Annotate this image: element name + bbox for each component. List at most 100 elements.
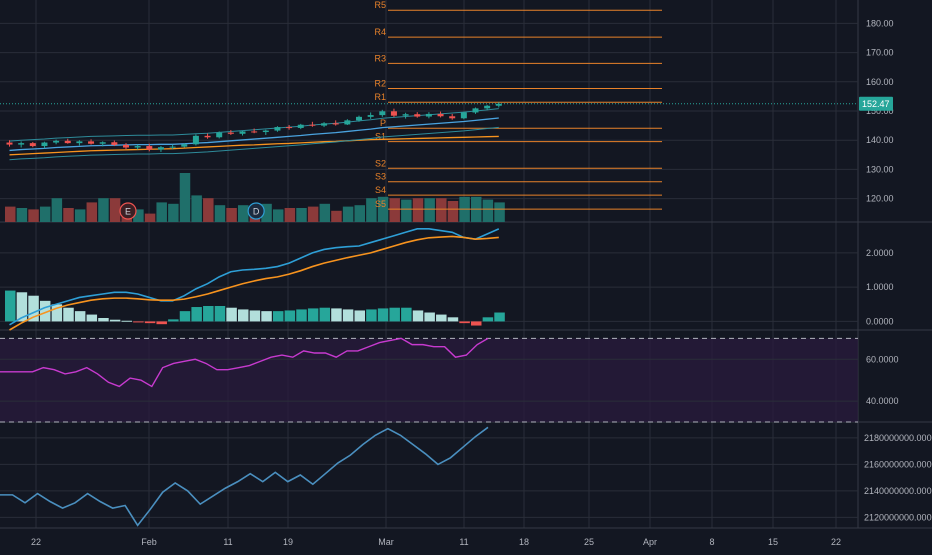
macd-histogram-bar bbox=[51, 304, 63, 322]
x-tick-label: Feb bbox=[141, 537, 157, 547]
volume-bar bbox=[28, 209, 39, 222]
obv-line bbox=[0, 426, 489, 527]
volume-bar bbox=[74, 209, 86, 222]
last-price-badge bbox=[859, 96, 893, 111]
macd-histogram-bar bbox=[5, 290, 16, 322]
macd-histogram-bar bbox=[16, 292, 28, 322]
macd-histogram-bar bbox=[319, 307, 331, 322]
candle-body bbox=[18, 143, 25, 145]
volume-bar bbox=[214, 205, 226, 222]
volume-bar bbox=[331, 210, 342, 222]
volume-bar bbox=[424, 198, 435, 222]
candle-body bbox=[449, 116, 456, 119]
macd-histogram-bar bbox=[121, 320, 132, 322]
candle-body bbox=[157, 147, 164, 150]
candle-body bbox=[356, 116, 362, 121]
volume-bar bbox=[179, 173, 191, 222]
volume-bar bbox=[63, 208, 74, 222]
macd-histogram-bar bbox=[74, 311, 86, 322]
price-tick-label: 150.00 bbox=[866, 106, 894, 116]
macd-tick-label: 2.0000 bbox=[866, 248, 894, 258]
volume-bar bbox=[133, 209, 144, 222]
x-tick-label: 18 bbox=[519, 537, 529, 547]
x-tick-label: 19 bbox=[283, 537, 293, 547]
pivot-label-s2: S2 bbox=[375, 158, 386, 168]
volume-bar bbox=[39, 206, 51, 222]
candle-body bbox=[123, 144, 129, 148]
volume-bar bbox=[319, 203, 331, 222]
candle-body bbox=[41, 142, 48, 147]
macd-histogram-bar bbox=[459, 321, 470, 324]
price-tick-label: 140.00 bbox=[866, 135, 894, 145]
x-tick-label: 11 bbox=[223, 537, 232, 547]
macd-histogram-bar bbox=[307, 308, 319, 322]
volume-bar bbox=[447, 201, 459, 222]
macd-histogram-bar bbox=[354, 310, 365, 322]
obv-tick-label: 2160000000.0000 bbox=[864, 459, 932, 469]
candle-body bbox=[216, 132, 223, 138]
pivot-label-r4: R4 bbox=[374, 27, 386, 37]
dividend-marker bbox=[247, 202, 265, 220]
volume-bar bbox=[366, 198, 377, 222]
obv-tick-label: 2120000000.0000 bbox=[864, 512, 932, 522]
volume-bar bbox=[5, 206, 16, 222]
candle-body bbox=[29, 143, 36, 147]
volume-bar bbox=[389, 198, 400, 222]
macd-histogram-bar bbox=[447, 317, 459, 322]
volume-bar bbox=[307, 206, 319, 222]
candle-body bbox=[437, 113, 444, 117]
earnings-marker bbox=[119, 202, 137, 220]
candle-body bbox=[181, 144, 188, 147]
macd-histogram-bar bbox=[109, 319, 121, 322]
volume-bar bbox=[86, 202, 98, 222]
macd-histogram-bar bbox=[39, 300, 51, 322]
x-tick-label: 22 bbox=[831, 537, 841, 547]
obv-tick-label: 2140000000.0000 bbox=[864, 486, 932, 496]
pivot-label-s3: S3 bbox=[375, 172, 386, 182]
macd-histogram-bar bbox=[28, 295, 39, 322]
candle-body bbox=[344, 120, 351, 125]
band-lower-line bbox=[9, 126, 499, 161]
candle-body bbox=[204, 135, 211, 138]
volume-bar bbox=[238, 205, 249, 222]
price-tick-label: 170.00 bbox=[866, 48, 894, 58]
macd-tick-label: 1.0000 bbox=[866, 282, 894, 292]
candle-body bbox=[274, 127, 281, 131]
macd-histogram-bar bbox=[424, 312, 435, 322]
macd-histogram-bar bbox=[377, 308, 389, 322]
rsi-tick-label: 60.0000 bbox=[866, 354, 899, 364]
x-tick-label: Apr bbox=[643, 537, 657, 547]
volume-bar bbox=[226, 208, 237, 222]
candle-body bbox=[6, 142, 13, 145]
moving-average-line bbox=[9, 135, 499, 156]
pivot-label-r3: R3 bbox=[374, 53, 386, 63]
pivot-label-s1: S1 bbox=[375, 132, 386, 142]
macd-histogram-bar bbox=[331, 308, 342, 322]
x-tick-label: 15 bbox=[768, 537, 778, 547]
volume-bar bbox=[296, 208, 307, 222]
macd-histogram-bar bbox=[179, 311, 191, 322]
candle-body bbox=[111, 142, 118, 145]
macd-histogram-bar bbox=[261, 311, 272, 322]
candle-body bbox=[251, 131, 258, 133]
volume-bar bbox=[168, 203, 179, 222]
volume-bar bbox=[191, 195, 202, 222]
candle-body bbox=[99, 142, 106, 144]
volume-bar bbox=[16, 208, 28, 222]
macd-histogram-bar bbox=[494, 312, 505, 322]
candle-body bbox=[239, 131, 246, 134]
candle-body bbox=[227, 132, 234, 134]
macd-histogram-bar bbox=[284, 310, 296, 322]
x-tick-label: 11 bbox=[459, 537, 468, 547]
macd-histogram-bar bbox=[272, 311, 284, 322]
macd-histogram-bar bbox=[63, 307, 74, 322]
macd-histogram-bar bbox=[238, 309, 249, 322]
macd-histogram-bar bbox=[98, 318, 109, 322]
macd-histogram-bar bbox=[401, 307, 412, 322]
volume-bar bbox=[156, 202, 167, 222]
candle-body bbox=[146, 146, 153, 150]
volume-bar bbox=[261, 203, 272, 222]
macd-histogram-bar bbox=[133, 321, 144, 323]
